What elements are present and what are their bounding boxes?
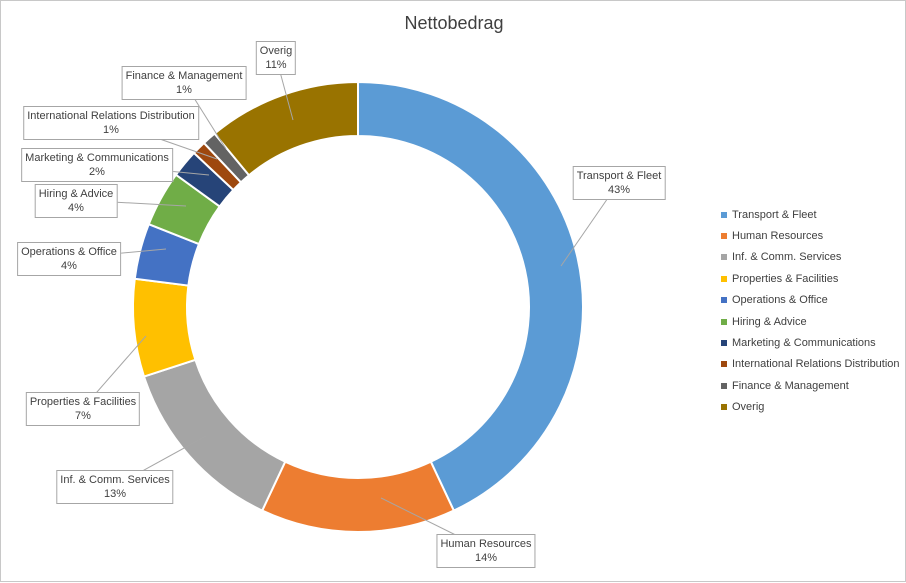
data-label-name: Transport & Fleet <box>576 170 662 182</box>
data-label-value: 7% <box>75 410 91 422</box>
legend-label: Marketing & Communications <box>732 337 876 350</box>
data-label-value: 11% <box>265 59 287 71</box>
donut-slice <box>357 80 584 512</box>
legend-swatch <box>721 211 727 218</box>
legend-item: International Relations Distribution <box>721 354 900 375</box>
legend-item: Marketing & Communications <box>721 332 900 353</box>
legend-label: International Relations Distribution <box>732 358 900 371</box>
donut-slice <box>132 277 197 378</box>
legend-swatch <box>721 275 727 282</box>
data-label: Hiring & Advice 4% <box>34 184 118 218</box>
legend-item: Inf. & Comm. Services <box>721 247 900 268</box>
data-label-value: 4% <box>61 260 77 272</box>
legend-label: Operations & Office <box>732 294 828 307</box>
data-label: Overig 11% <box>255 41 297 75</box>
data-label-name: International Relations Distribution <box>27 110 195 122</box>
data-label-value: 14% <box>474 552 498 564</box>
legend-label: Transport & Fleet <box>732 208 817 221</box>
data-label-name: Finance & Management <box>125 70 243 82</box>
legend-swatch <box>721 361 727 368</box>
data-label-name: Marketing & Communications <box>25 152 169 164</box>
data-label: Inf. & Comm. Services 13% <box>56 470 174 504</box>
legend-item: Human Resources <box>721 225 900 246</box>
data-label-name: Human Resources <box>440 538 532 550</box>
legend-item: Hiring & Advice <box>721 311 900 332</box>
legend-item: Overig <box>721 397 900 418</box>
legend-swatch <box>721 404 727 411</box>
data-label-value: 43% <box>607 184 631 196</box>
data-label-value: 2% <box>89 166 105 178</box>
data-label-name: Properties & Facilities <box>29 396 137 408</box>
data-label: Human Resources 14% <box>436 534 536 568</box>
legend-label: Hiring & Advice <box>732 315 807 328</box>
data-label: International Relations Distribution 1% <box>23 106 199 140</box>
data-label-name: Operations & Office <box>21 246 117 258</box>
donut-slice <box>213 80 359 177</box>
legend-item: Operations & Office <box>721 290 900 311</box>
legend-item: Finance & Management <box>721 375 900 396</box>
donut-slice <box>260 460 456 533</box>
legend-swatch <box>721 318 727 325</box>
data-label: Marketing & Communications 2% <box>21 148 173 182</box>
legend-label: Finance & Management <box>732 379 849 392</box>
legend-item: Properties & Facilities <box>721 268 900 289</box>
legend-swatch <box>721 254 727 261</box>
legend-label: Human Resources <box>732 230 824 243</box>
data-label: Properties & Facilities 7% <box>25 392 141 426</box>
data-label: Finance & Management 1% <box>121 66 247 100</box>
data-label-name: Hiring & Advice <box>38 188 114 200</box>
chart-legend: Transport & Fleet Human Resources Inf. & C… <box>721 204 900 418</box>
data-label-value: 13% <box>103 488 127 500</box>
legend-label: Overig <box>732 401 765 414</box>
data-label-value: 1% <box>103 124 119 136</box>
data-label-value: 1% <box>176 84 192 96</box>
data-label-name: Inf. & Comm. Services <box>60 474 170 486</box>
legend-item: Transport & Fleet <box>721 204 900 225</box>
data-label-value: 4% <box>68 202 84 214</box>
legend-swatch <box>721 233 727 240</box>
legend-swatch <box>721 382 727 389</box>
legend-swatch <box>721 340 727 347</box>
data-label: Operations & Office 4% <box>17 242 121 276</box>
data-label-name: Overig <box>259 45 293 57</box>
legend-label: Inf. & Comm. Services <box>732 251 842 264</box>
chart-title: Nettobedrag <box>404 13 504 33</box>
legend-label: Properties & Facilities <box>732 272 839 285</box>
data-label: Transport & Fleet 43% <box>572 166 666 200</box>
legend-swatch <box>721 297 727 304</box>
